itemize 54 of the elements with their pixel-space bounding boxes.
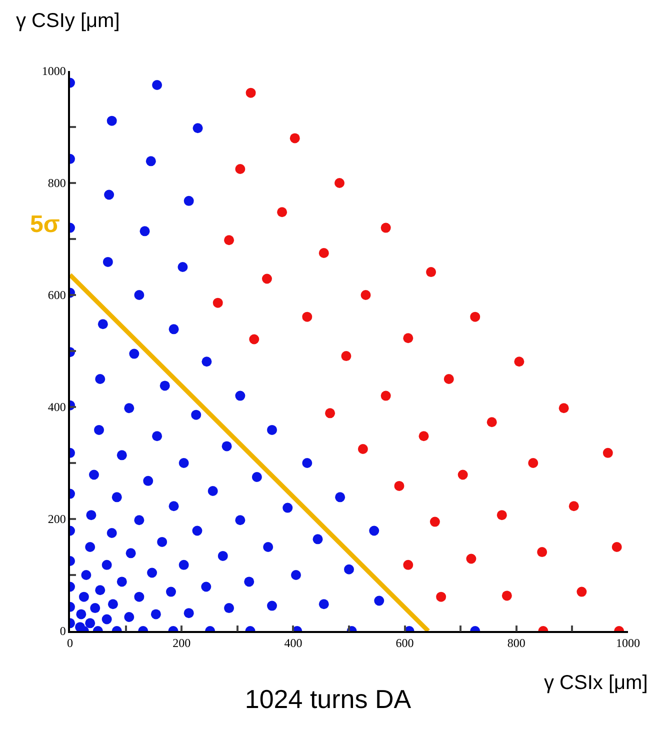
y-tick-label: 400 [48,400,66,414]
point [235,164,246,174]
point [602,448,613,458]
y-tick-label: 200 [48,512,66,526]
point [458,470,468,480]
point [514,356,524,367]
point [360,290,371,300]
point [436,592,446,602]
point [394,480,404,491]
point [496,510,507,520]
point [558,403,569,414]
point [249,334,260,344]
point [486,417,497,428]
point [224,235,234,246]
x-tick-label: 1000 [616,636,640,650]
point [537,547,548,558]
point [470,312,480,322]
point [403,333,414,344]
point [576,586,587,597]
point [502,590,512,601]
point [318,248,329,258]
point [426,267,436,278]
x-tick-label: 400 [284,636,302,650]
y-tick-label: 1000 [42,64,66,78]
point [418,431,429,442]
y-axis-title: γ CSIy [μm] [16,10,120,32]
point [403,560,414,570]
point [466,554,476,564]
point [290,133,300,144]
point [277,207,288,218]
point [380,390,391,401]
x-axis-title: γ CSIx [μm] [544,672,648,694]
point [341,351,352,362]
point [358,444,368,454]
point [246,88,256,98]
series-label: 5σ [30,211,60,238]
point [262,274,272,284]
y-tick-label: 0 [60,624,66,638]
point [528,458,538,468]
x-tick-label: 200 [172,636,191,650]
point [380,222,391,233]
point [334,178,345,188]
y-tick-label: 600 [48,288,66,302]
point [568,501,579,512]
point [612,542,622,552]
point [430,516,440,527]
point [212,298,223,308]
x-tick-label: 600 [396,636,414,650]
x-tick-label: 800 [507,636,526,650]
point [444,374,454,384]
y-tick-label: 800 [48,176,66,190]
text: 1024 turns DA [244,684,412,714]
point [325,408,336,418]
point [302,312,312,322]
